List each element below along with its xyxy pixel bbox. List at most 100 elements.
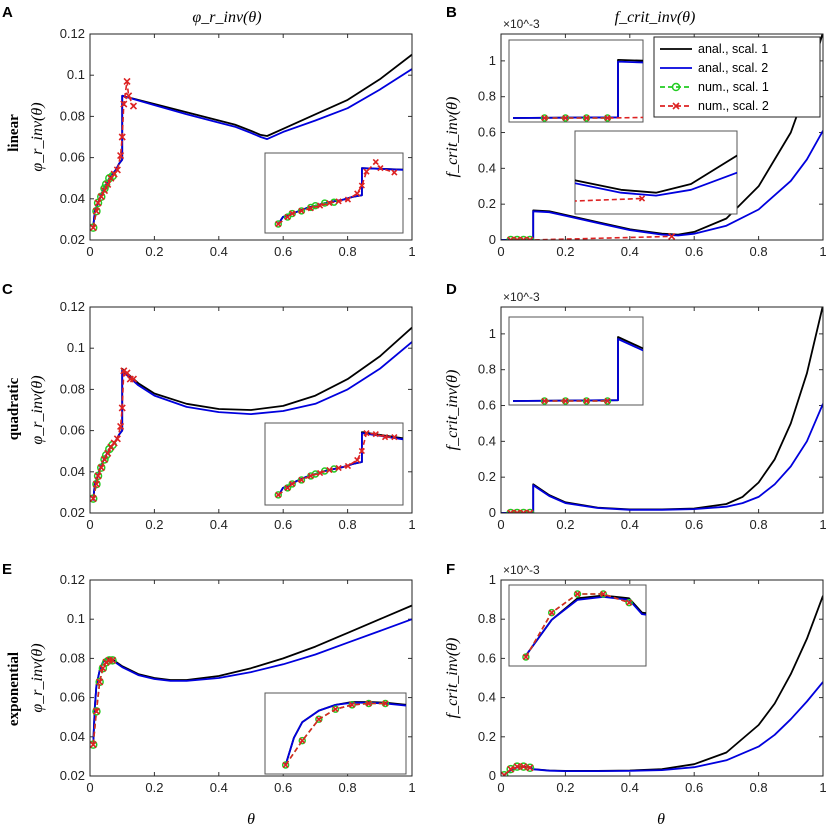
x-tick-label: 0.8 xyxy=(750,517,768,532)
data-point-circle xyxy=(274,491,283,499)
y-tick-label: 0.6 xyxy=(478,125,496,140)
y-tick-label: 0 xyxy=(489,232,496,247)
row-label-linear: linear xyxy=(6,114,22,152)
y-tick-label: 0.6 xyxy=(478,398,496,413)
x-tick-label: 0 xyxy=(497,780,504,795)
data-point-cross xyxy=(117,422,125,431)
x-tick-label: 1 xyxy=(819,780,826,795)
data-point-cross xyxy=(638,195,646,202)
data-point-cross xyxy=(507,236,515,240)
inset-frame xyxy=(508,39,644,123)
data-point-cross xyxy=(344,196,352,203)
data-point-cross xyxy=(123,369,131,377)
data-point-circle xyxy=(298,736,306,745)
data-point-circle xyxy=(506,235,515,240)
y-tick-label: 0.08 xyxy=(60,381,85,396)
y-tick-label: 0 xyxy=(489,768,496,783)
x-tick-label: 0 xyxy=(497,244,504,259)
data-point-cross xyxy=(625,599,633,606)
series-1-inset xyxy=(575,171,737,197)
x-tick-label: 0.8 xyxy=(339,517,357,532)
series-1-main xyxy=(501,130,823,240)
series-1-main xyxy=(501,403,823,513)
data-point-cross xyxy=(583,397,590,405)
y-tick-label: 0.6 xyxy=(478,650,496,665)
y-tick-label: 0.4 xyxy=(478,433,496,448)
data-point-cross xyxy=(307,205,314,212)
data-point-cross xyxy=(90,495,97,503)
series-1-inset xyxy=(512,60,643,119)
data-point-circle xyxy=(525,508,535,513)
data-point-circle xyxy=(331,705,340,713)
data-point-cross xyxy=(377,164,384,172)
data-point-circle xyxy=(274,220,283,228)
series-3-inset xyxy=(275,429,398,499)
data-point-circle xyxy=(297,476,306,484)
data-point-cross xyxy=(298,207,305,215)
data-point-cross xyxy=(354,190,361,197)
data-point-circle xyxy=(283,484,292,492)
x-tick-label: 0.6 xyxy=(685,517,703,532)
inset-f-1 xyxy=(508,584,647,667)
data-point-cross xyxy=(289,210,296,217)
data-point-circle xyxy=(288,480,296,488)
data-point-cross xyxy=(513,236,521,240)
series-2-main xyxy=(506,508,535,513)
data-point-cross xyxy=(501,771,508,776)
data-point-cross xyxy=(507,509,515,513)
series-3-inset xyxy=(275,158,398,228)
plot-frame xyxy=(89,33,413,241)
panel-letter-e: E xyxy=(2,561,12,578)
data-point-cross xyxy=(335,464,342,472)
series-1-main xyxy=(92,618,412,745)
data-point-cross xyxy=(365,700,372,707)
x-tick-label: 0.8 xyxy=(339,780,357,795)
y-tick-label: 0.04 xyxy=(60,729,85,744)
data-point-circle xyxy=(501,770,509,776)
data-point-cross xyxy=(526,236,534,240)
data-point-cross xyxy=(354,456,361,464)
data-point-cross xyxy=(372,430,379,438)
series-line xyxy=(503,765,531,776)
y-axis-exponent: ×10^-3 xyxy=(503,17,540,31)
x-tick-label: 0.2 xyxy=(145,244,163,259)
data-point-cross xyxy=(104,449,112,457)
data-point-cross xyxy=(118,133,126,141)
x-tick-label: 0.6 xyxy=(274,244,292,259)
data-point-cross xyxy=(94,199,102,207)
panel-a: 0 0.2 0.4 0.6 0.8 1 0.02 0.04 0.06 0.08 0.1 0.12 φ_r… xyxy=(29,26,416,259)
x-tick-label: 0.4 xyxy=(210,780,228,795)
y-tick-label: 0.12 xyxy=(60,572,85,587)
data-point-cross xyxy=(113,166,121,174)
y-tick-label: 0.06 xyxy=(60,150,85,165)
x-tick-label: 0 xyxy=(86,517,93,532)
x-tick-label: 1 xyxy=(408,780,415,795)
y-tick-label: 0.02 xyxy=(60,505,85,520)
y-tick-label: 0.02 xyxy=(60,768,85,783)
plot-frame xyxy=(500,306,824,514)
y-axis-label: φ_r_inv(θ) xyxy=(29,643,46,712)
data-point-cross xyxy=(507,765,515,773)
data-point-cross xyxy=(284,213,291,221)
x-tick-label: 0.2 xyxy=(556,517,574,532)
data-point-cross xyxy=(120,100,128,108)
data-point-circle xyxy=(519,508,528,513)
data-point-cross xyxy=(513,509,521,513)
legend-label: anal., scal. 1 xyxy=(698,42,768,56)
data-point-cross xyxy=(358,447,365,455)
inset-e-1 xyxy=(264,692,407,775)
x-tick-label: 0.2 xyxy=(556,244,574,259)
y-axis-label: φ_r_inv(θ) xyxy=(29,102,46,171)
panel-letter-f: F xyxy=(446,561,455,578)
series-line xyxy=(92,618,412,745)
data-point-circle xyxy=(573,590,582,598)
data-point-cross xyxy=(526,764,534,772)
panel-letter-c: C xyxy=(2,281,13,298)
inset-frame xyxy=(574,130,738,215)
y-tick-label: 0.04 xyxy=(60,464,85,479)
y-tick-label: 1 xyxy=(489,572,496,587)
series-0-inset xyxy=(512,59,643,119)
series-line xyxy=(501,130,823,240)
data-point-circle xyxy=(525,235,535,240)
